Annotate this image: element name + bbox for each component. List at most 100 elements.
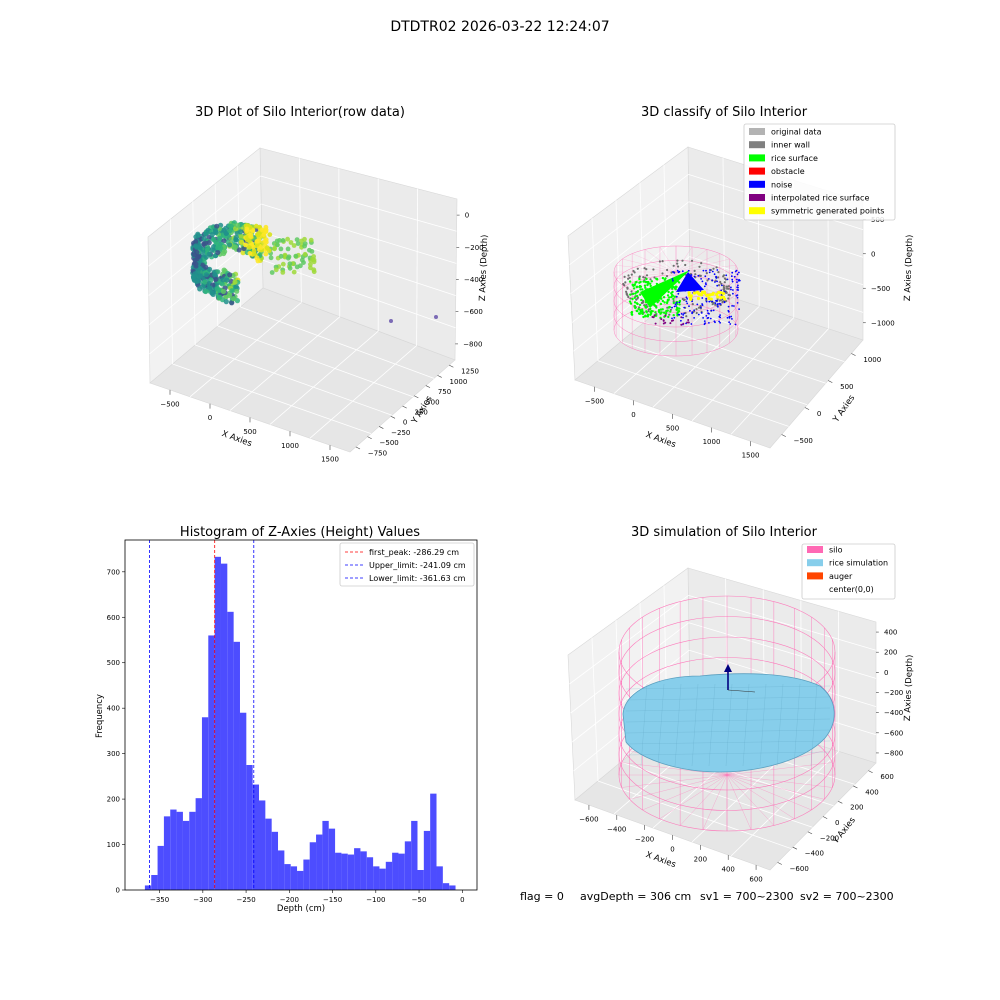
silo-spoke	[621, 762, 728, 776]
legend-swatch	[807, 546, 823, 553]
p4-x-tick-label: 400	[722, 866, 735, 874]
panel1-points	[190, 220, 438, 323]
noise-point	[682, 314, 685, 316]
noise-point	[685, 296, 688, 299]
y-tick-label: 200	[107, 796, 120, 804]
panel4-z-ticks: −800 −600 −400 −200 0 200 400	[876, 629, 903, 757]
legend-swatch	[749, 128, 765, 135]
rice-surface-point	[638, 312, 642, 315]
silo-spoke	[679, 774, 728, 826]
p1-y-tick-mark	[425, 385, 431, 388]
footer-sv2: sv2 = 700~2300	[800, 890, 894, 903]
rice-surface-point	[672, 314, 675, 317]
panel1-title: 3D Plot of Silo Interior(row data)	[195, 105, 405, 120]
grid-line	[170, 219, 173, 365]
data-point	[198, 273, 204, 279]
noise-point	[705, 315, 708, 317]
p1-y-tick-label: −500	[380, 439, 399, 447]
noise-point	[729, 323, 732, 325]
rice-surface-point	[638, 284, 642, 288]
interpolated-point	[669, 322, 672, 325]
symmetric-point	[688, 297, 693, 301]
grid-line	[688, 201, 864, 258]
inner-wall-point	[672, 300, 675, 303]
x-tick-label: −300	[193, 896, 212, 904]
noise-point	[706, 309, 709, 312]
inner-wall-point	[695, 311, 698, 315]
noise-point	[730, 288, 732, 291]
grid-line	[261, 231, 456, 296]
p1-y-tick-label: 500	[426, 398, 439, 406]
histogram-bar	[366, 857, 374, 890]
p4-y-tick-label: −600	[790, 865, 809, 873]
noise-point	[726, 316, 729, 319]
p2-y-tick-mark	[827, 380, 833, 383]
inner-wall-point	[724, 300, 728, 303]
noise-point	[711, 300, 714, 303]
symmetric-point	[719, 296, 723, 300]
p2-x-tick-label: 1000	[703, 438, 721, 446]
p4-x-tick-label: −200	[635, 836, 654, 844]
rice-mesh-line	[708, 683, 716, 767]
data-point	[207, 266, 213, 272]
rice-surface-point	[638, 303, 642, 307]
inner-wall-point	[681, 259, 684, 262]
x-tick-label: 0	[460, 896, 464, 904]
data-point	[263, 239, 269, 245]
grid-line	[689, 256, 864, 313]
inner-wall-point	[627, 277, 630, 280]
inner-wall-point	[624, 281, 627, 284]
rice-surface-point	[630, 311, 633, 314]
noise-point	[733, 275, 736, 278]
data-point	[291, 243, 297, 248]
noise-point	[708, 300, 711, 303]
interpolated-point	[680, 316, 683, 319]
noise-point	[705, 297, 708, 300]
inner-wall-point	[658, 260, 662, 263]
data-point	[223, 299, 229, 305]
p2-y-tick-label: −500	[794, 437, 813, 445]
histogram-bar	[176, 811, 183, 890]
histogram-bar	[328, 828, 336, 890]
inner-wall-point	[649, 278, 652, 281]
rice-surface-point	[649, 282, 652, 285]
rice-surface-point	[632, 287, 636, 290]
inner-wall-point	[645, 274, 649, 277]
noise-point	[701, 297, 704, 299]
noise-point	[708, 322, 710, 324]
noise-point	[680, 312, 683, 315]
noise-point	[733, 305, 735, 307]
rice-surface-point	[635, 302, 639, 305]
rice-surface-fill	[622, 673, 835, 773]
rice-surface-point	[649, 311, 652, 314]
p4-y-tick-mark	[792, 846, 798, 850]
p4-z-tick-label: −400	[884, 709, 903, 717]
p4-y-tick-label: 200	[850, 804, 863, 812]
rice-surface-point	[637, 307, 640, 311]
noise-point	[732, 289, 734, 291]
data-point	[229, 300, 235, 306]
y-tick-label: 400	[107, 705, 120, 713]
rice-surface-point	[636, 294, 639, 298]
x-tick-label: −150	[323, 896, 342, 904]
y-tick-label: 600	[107, 614, 120, 622]
noise-point	[721, 284, 723, 287]
inner-wall-point	[722, 284, 725, 287]
legend-label: rice simulation	[829, 559, 888, 568]
legend-label: original data	[771, 128, 822, 137]
rice-surface-point	[672, 297, 675, 301]
panel2-grid	[569, 157, 864, 435]
inner-wall-point	[681, 297, 684, 301]
panel2-title: 3D classify of Silo Interior	[641, 105, 808, 120]
inner-wall-point	[714, 303, 717, 306]
grid-line	[416, 188, 418, 346]
histogram-x-label: Depth (cm)	[277, 904, 325, 914]
rice-mesh-line	[625, 751, 831, 756]
data-point	[280, 270, 286, 275]
legend-label: Upper_limit: -241.09 cm	[369, 561, 466, 570]
silo-spoke	[621, 774, 728, 788]
p1-x-tick-label: 0	[208, 414, 212, 422]
noise-point	[714, 281, 716, 283]
noise-point	[726, 278, 729, 281]
grid-line	[620, 341, 808, 406]
